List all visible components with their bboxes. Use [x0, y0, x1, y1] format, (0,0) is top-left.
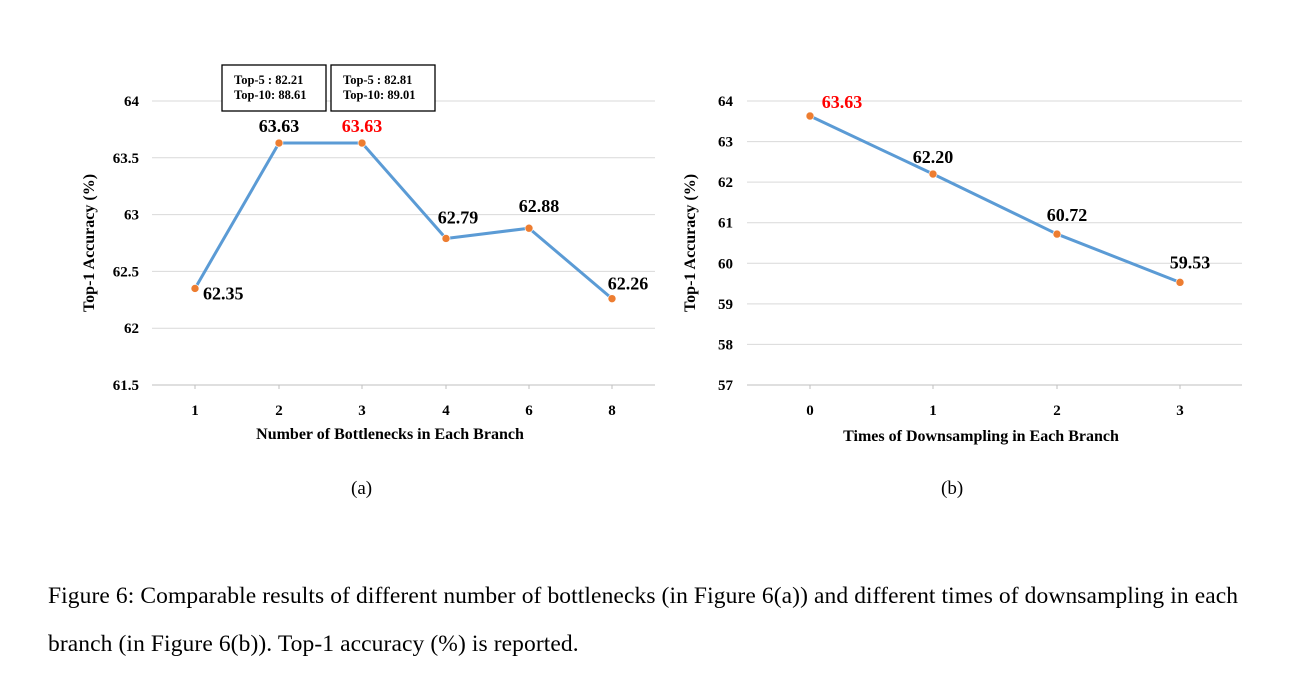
chart-a-data-label: 62.88 — [519, 196, 560, 216]
chart-b-xlabel: Times of Downsampling in Each Branch — [843, 428, 1119, 445]
chart-a-ytick-label: 63.5 — [113, 151, 139, 167]
chart-b-xtick-label: 3 — [1176, 403, 1184, 419]
chart-b-data-label: 63.63 — [822, 92, 863, 112]
chart-b-ytick-label: 59 — [718, 297, 733, 313]
chart-a-data-label: 62.79 — [438, 207, 479, 227]
chart-b-ytick-label: 62 — [718, 175, 733, 191]
chart-a-data-point — [357, 138, 367, 148]
chart-a-series-line — [193, 141, 613, 300]
chart-a-xtick-label: 1 — [191, 403, 199, 419]
chart-a-annotation-line2: Top-10: 88.61 — [234, 88, 306, 102]
chart-a-annotation-box — [221, 64, 327, 112]
chart-a-annotation-box — [330, 64, 436, 112]
chart-a-xtick-label: 8 — [608, 403, 616, 419]
chart-a-data-point — [607, 294, 617, 303]
chart-a-sublabel: (a) — [351, 478, 373, 499]
chart-b-data-point — [1175, 278, 1185, 287]
chart-a-xtick-label: 4 — [442, 403, 450, 419]
chart-b: 57 58 59 60 61 62 63 64 0 1 2 3 Times of Downsamplin… — [682, 92, 1242, 445]
chart-a-annotation-line1: Top-5 : 82.81 — [343, 73, 412, 87]
chart-b-data-label: 60.72 — [1047, 205, 1088, 225]
chart-b-series-line — [809, 114, 1181, 284]
chart-a-data-point — [274, 138, 284, 148]
chart-b-data-label: 59.53 — [1170, 252, 1211, 272]
chart-b-ylabel: Top-1 Accuracy (%) — [682, 174, 699, 312]
chart-b-xtick-label: 2 — [1053, 403, 1061, 419]
chart-b-ytick-label: 60 — [718, 256, 733, 272]
chart-a-xtick-label: 3 — [358, 403, 366, 419]
chart-a-ytick-label: 61.5 — [113, 378, 139, 394]
chart-b-data-point — [1052, 229, 1062, 239]
chart-b-data-point — [928, 169, 938, 179]
chart-a-ytick-label: 63 — [124, 208, 139, 224]
chart-a-data-label: 62.26 — [608, 274, 649, 294]
chart-a-ylabel: Top-1 Accuracy (%) — [81, 174, 98, 312]
chart-a-data-point — [441, 234, 451, 243]
chart-b-data-point — [805, 111, 815, 121]
chart-b-ytick-label: 61 — [718, 216, 733, 232]
chart-a: 61.5 62 62.5 63 63.5 64 1 2 3 4 6 8 Number of Bottle… — [81, 64, 655, 443]
chart-a-ytick-label: 62 — [124, 321, 139, 337]
chart-a-data-label: 62.35 — [203, 283, 244, 303]
chart-b-xtick-label: 0 — [806, 403, 814, 419]
chart-b-ytick-label: 57 — [718, 378, 734, 394]
chart-b-sublabel: (b) — [941, 478, 964, 499]
chart-b-ytick-label: 63 — [718, 135, 733, 151]
figure-caption: Figure 6: Comparable results of differen… — [48, 583, 1239, 657]
chart-a-ytick-label: 64 — [124, 94, 140, 110]
chart-a-annotation-line2: Top-10: 89.01 — [343, 88, 415, 102]
chart-a-data-label: 63.63 — [259, 116, 300, 136]
chart-a-xlabel: Number of Bottlenecks in Each Branch — [256, 426, 524, 443]
chart-a-data-point — [190, 284, 200, 293]
chart-a-data-point — [524, 223, 534, 233]
chart-a-annotation-line1: Top-5 : 82.21 — [234, 73, 303, 87]
chart-b-ytick-label: 58 — [718, 337, 733, 353]
chart-b-ytick-label: 64 — [718, 94, 734, 110]
chart-b-xtick-label: 1 — [929, 403, 937, 419]
chart-b-data-label: 62.20 — [913, 147, 954, 167]
chart-a-xtick-label: 2 — [275, 403, 283, 419]
chart-a-data-label: 63.63 — [342, 116, 383, 136]
chart-a-ytick-label: 62.5 — [113, 264, 139, 280]
chart-a-xtick-label: 6 — [525, 403, 533, 419]
